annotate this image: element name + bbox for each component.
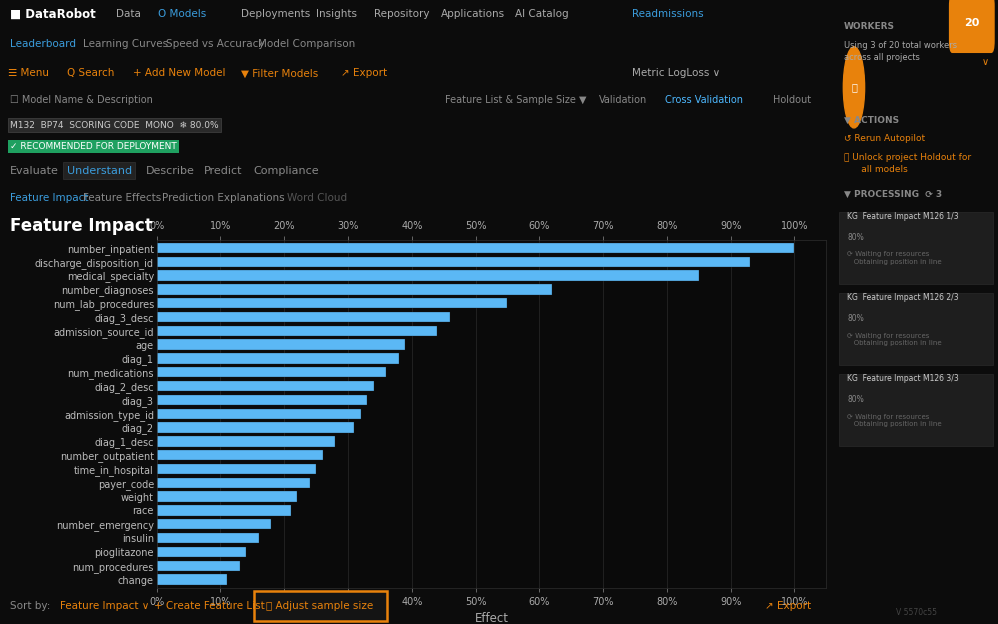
Circle shape bbox=[843, 47, 864, 128]
Text: Compliance: Compliance bbox=[253, 165, 319, 176]
Text: Metric LogLoss ∨: Metric LogLoss ∨ bbox=[632, 68, 721, 79]
Bar bbox=[157, 574, 227, 585]
Bar bbox=[157, 492, 297, 502]
Text: ■ DataRobot: ■ DataRobot bbox=[10, 7, 96, 21]
Bar bbox=[157, 477, 309, 488]
Text: ↗ Export: ↗ Export bbox=[341, 68, 387, 79]
FancyBboxPatch shape bbox=[253, 591, 386, 621]
Text: Applications: Applications bbox=[440, 9, 505, 19]
Text: KG  Feature Impact M126 3/3: KG Feature Impact M126 3/3 bbox=[847, 374, 959, 383]
Text: ✓ RECOMMENDED FOR DEPLOYMENT: ✓ RECOMMENDED FOR DEPLOYMENT bbox=[10, 142, 177, 151]
Bar bbox=[157, 560, 240, 571]
Text: Prediction Explanations: Prediction Explanations bbox=[162, 193, 284, 203]
Text: Validation: Validation bbox=[599, 95, 647, 105]
Text: Learning Curves: Learning Curves bbox=[83, 39, 169, 49]
Bar bbox=[157, 436, 335, 447]
Text: ↺ Rerun Autopilot: ↺ Rerun Autopilot bbox=[844, 134, 925, 143]
Bar bbox=[157, 326, 437, 336]
Text: Word Cloud: Word Cloud bbox=[286, 193, 347, 203]
Text: Deployments: Deployments bbox=[242, 9, 310, 19]
Text: 80%: 80% bbox=[847, 233, 864, 241]
Text: Q Search: Q Search bbox=[67, 68, 114, 79]
Text: ▼ PROCESSING  ⟳ 3: ▼ PROCESSING ⟳ 3 bbox=[844, 190, 942, 199]
FancyBboxPatch shape bbox=[839, 374, 993, 446]
Bar bbox=[157, 381, 373, 391]
Text: KG  Feature Impact M126 1/3: KG Feature Impact M126 1/3 bbox=[847, 212, 959, 221]
Text: Repository: Repository bbox=[374, 9, 429, 19]
Text: Holdout: Holdout bbox=[773, 95, 811, 105]
Text: ▼ Filter Models: ▼ Filter Models bbox=[242, 68, 318, 79]
FancyBboxPatch shape bbox=[839, 212, 993, 284]
Text: ⟳ Waiting for resources
   Obtaining position in line: ⟳ Waiting for resources Obtaining positi… bbox=[847, 251, 942, 265]
Bar bbox=[157, 353, 399, 364]
Text: Feature Impact ∨: Feature Impact ∨ bbox=[60, 601, 150, 611]
Bar bbox=[157, 284, 552, 295]
Text: 80%: 80% bbox=[847, 314, 864, 323]
Bar bbox=[157, 547, 246, 557]
Text: 80%: 80% bbox=[847, 395, 864, 404]
Text: ⦀ Adjust sample size: ⦀ Adjust sample size bbox=[266, 601, 373, 611]
Text: Readmissions: Readmissions bbox=[632, 9, 704, 19]
Text: Sort by:: Sort by: bbox=[10, 601, 50, 611]
Text: ↗ Export: ↗ Export bbox=[764, 601, 811, 611]
Text: ☰ Menu: ☰ Menu bbox=[8, 68, 49, 79]
FancyBboxPatch shape bbox=[839, 293, 993, 365]
Bar bbox=[157, 270, 699, 281]
Bar bbox=[157, 298, 507, 308]
Text: Feature Impact: Feature Impact bbox=[10, 217, 153, 235]
Bar bbox=[157, 450, 322, 461]
Text: + Create Feature List: + Create Feature List bbox=[154, 601, 264, 611]
Text: Predict: Predict bbox=[204, 165, 243, 176]
FancyBboxPatch shape bbox=[949, 0, 995, 53]
X-axis label: Effect: Effect bbox=[474, 612, 509, 624]
Text: Insights: Insights bbox=[316, 9, 357, 19]
Text: 20: 20 bbox=[964, 18, 979, 28]
Bar bbox=[157, 339, 405, 350]
Bar bbox=[157, 243, 794, 253]
Text: Leaderboard: Leaderboard bbox=[10, 39, 76, 49]
Bar bbox=[157, 312, 450, 322]
Text: Data: Data bbox=[117, 9, 142, 19]
Text: Feature List & Sample Size ▼: Feature List & Sample Size ▼ bbox=[445, 95, 586, 105]
Bar bbox=[157, 533, 258, 544]
Text: Model Comparison: Model Comparison bbox=[257, 39, 355, 49]
Text: Using 3 of 20 total workers
across all projects: Using 3 of 20 total workers across all p… bbox=[844, 41, 957, 62]
Text: Speed vs Accuracy: Speed vs Accuracy bbox=[167, 39, 264, 49]
Bar bbox=[157, 464, 316, 474]
Text: 🔓 Unlock project Holdout for
      all models: 🔓 Unlock project Holdout for all models bbox=[844, 153, 971, 174]
Bar bbox=[157, 395, 367, 405]
Text: + Add New Model: + Add New Model bbox=[133, 68, 226, 79]
Bar bbox=[157, 256, 749, 267]
Text: AI Catalog: AI Catalog bbox=[515, 9, 569, 19]
Text: Describe: Describe bbox=[146, 165, 195, 176]
Text: Evaluate: Evaluate bbox=[10, 165, 59, 176]
Bar bbox=[157, 505, 290, 515]
Text: M132  BP74  SCORING CODE  MONO  ❄ 80.0%: M132 BP74 SCORING CODE MONO ❄ 80.0% bbox=[10, 120, 219, 130]
Text: ▼ ACTIONS: ▼ ACTIONS bbox=[844, 115, 899, 124]
Text: WORKERS: WORKERS bbox=[844, 22, 895, 31]
Text: Feature Impact: Feature Impact bbox=[10, 193, 89, 203]
Text: ☐ Model Name & Description: ☐ Model Name & Description bbox=[10, 95, 153, 105]
Bar bbox=[157, 367, 386, 378]
Text: Cross Validation: Cross Validation bbox=[665, 95, 744, 105]
Text: ⏸: ⏸ bbox=[851, 82, 857, 92]
Text: ∨: ∨ bbox=[981, 57, 988, 67]
Bar bbox=[157, 519, 271, 529]
Text: Understand: Understand bbox=[67, 165, 132, 176]
Text: KG  Feature Impact M126 2/3: KG Feature Impact M126 2/3 bbox=[847, 293, 959, 302]
Text: ⟳ Waiting for resources
   Obtaining position in line: ⟳ Waiting for resources Obtaining positi… bbox=[847, 414, 942, 427]
Text: O Models: O Models bbox=[158, 9, 207, 19]
Bar bbox=[157, 409, 360, 419]
Text: V 5570c55: V 5570c55 bbox=[895, 608, 937, 617]
Text: ⟳ Waiting for resources
   Obtaining position in line: ⟳ Waiting for resources Obtaining positi… bbox=[847, 333, 942, 346]
Text: Feature Effects: Feature Effects bbox=[83, 193, 162, 203]
Bar bbox=[157, 422, 354, 432]
